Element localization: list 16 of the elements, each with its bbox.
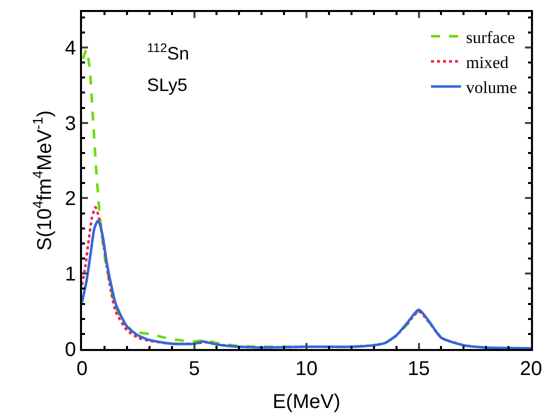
y-tick-label: 3 (64, 112, 76, 135)
x-tick-label: 15 (408, 358, 430, 380)
y-tick-label: 1 (64, 264, 76, 286)
y-tick-label: 0 (64, 339, 76, 361)
y-tick-label: 4 (64, 37, 76, 60)
annotation: SLy5 (147, 75, 188, 95)
legend-label: surface (466, 28, 516, 47)
legend-label: volume (466, 78, 518, 98)
x-axis-title: E(MeV) (272, 391, 340, 413)
line-series (82, 220, 531, 349)
y-tick-label: 2 (64, 188, 76, 210)
annotation: $^{112}$Sn (147, 41, 190, 64)
x-tick-label: 5 (188, 358, 200, 380)
legend-label: mixed (466, 53, 510, 72)
x-tick-label: 20 (520, 358, 542, 380)
x-tick-label: 10 (295, 358, 318, 380)
